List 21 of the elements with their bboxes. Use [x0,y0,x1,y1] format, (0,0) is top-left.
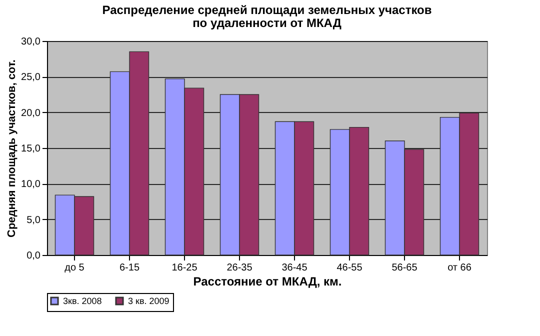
legend-label: 3 кв. 2009 [128,296,170,306]
x-tick-label: 6-15 [119,262,140,274]
x-tick-label: до 5 [64,262,85,274]
x-tick-label: 56-65 [392,262,418,274]
x-tick-label: 36-45 [282,262,308,274]
y-tick-label: 5,0 [26,214,41,226]
x-tick-label: от 66 [448,262,472,274]
x-tick-label: 26-35 [226,262,253,274]
y-axis-title: Средняя площадь участков, сот. [6,60,18,238]
x-tick-label: 16-25 [172,262,198,274]
y-tick-label: 10,0 [21,179,41,190]
chart-title: Распределение средней площади земельных участков [102,3,432,17]
x-tick-label: 46-55 [336,262,363,274]
y-tick-label: 25,0 [21,72,41,84]
y-tick-label: 0,0 [26,250,41,262]
chart-subtitle: по удаленности от МКАД [192,16,342,30]
y-tick-label: 30,0 [21,36,41,48]
x-axis-title: Расстояние от МКАД, км. [193,274,342,288]
legend-label: 3кв. 2008 [63,296,102,306]
y-tick-label: 15,0 [21,144,41,154]
y-tick-label: 20,0 [21,108,41,119]
